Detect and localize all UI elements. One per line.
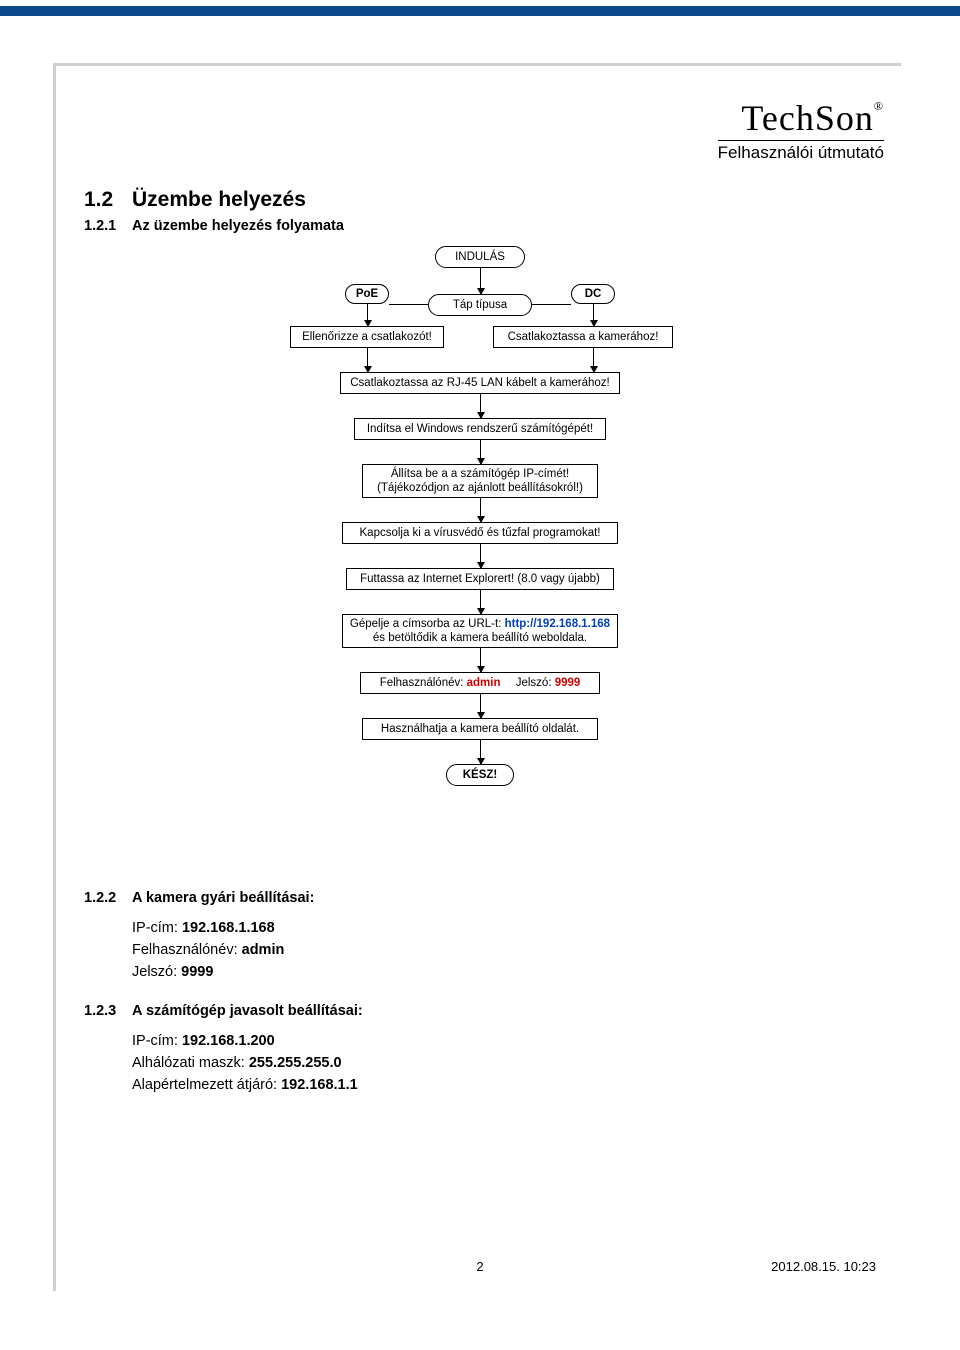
cred-user-value: admin bbox=[467, 677, 501, 689]
node-check: Ellenőrizze a csatlakozót! bbox=[290, 326, 444, 348]
subsection-3: 1.2.3A számítógép javasolt beállításai: bbox=[84, 1003, 876, 1019]
subsection-1-number: 1.2.1 bbox=[84, 218, 132, 234]
section-title: Üzembe helyezés bbox=[132, 188, 306, 211]
page-number: 2 bbox=[476, 1259, 483, 1274]
cred-pass-label: Jelszó: bbox=[516, 677, 555, 689]
subsection-2-number: 1.2.2 bbox=[84, 890, 132, 906]
rec-mask-label: Alhálózati maszk: bbox=[132, 1055, 249, 1071]
arrow-13 bbox=[480, 740, 481, 764]
node-url-text-b: és betöltődik a kamera beállító weboldal… bbox=[373, 632, 587, 644]
subsection-1: 1.2.1Az üzembe helyezés folyamata bbox=[84, 218, 876, 234]
content: 1.2Üzembe helyezés 1.2.1Az üzembe helyez… bbox=[56, 66, 904, 1097]
factory-settings: IP-cím: 192.168.1.168 Felhasználónév: ad… bbox=[132, 918, 876, 983]
section-heading: 1.2Üzembe helyezés bbox=[84, 188, 876, 212]
page-sheet: TechSon® Felhasználói útmutató 1.2Üzembe… bbox=[56, 66, 904, 1294]
logo-subtitle: Felhasználói útmutató bbox=[718, 140, 884, 163]
node-dc: DC bbox=[571, 284, 615, 304]
subsection-2-title: A kamera gyári beállításai: bbox=[132, 890, 314, 906]
arrow-4 bbox=[367, 348, 368, 372]
conn-h-right bbox=[532, 304, 571, 305]
arrow-11 bbox=[480, 648, 481, 672]
arrow-3 bbox=[593, 304, 594, 326]
node-use: Használhatja a kamera beállító oldalát. bbox=[362, 718, 598, 740]
node-attach-cam: Csatlakoztassa a kamerához! bbox=[493, 326, 673, 348]
factory-ip-value: 192.168.1.168 bbox=[182, 920, 275, 936]
rec-gw-label: Alapértelmezett átjáró: bbox=[132, 1077, 281, 1093]
rec-mask-value: 255.255.255.0 bbox=[249, 1055, 342, 1071]
logo-reg: ® bbox=[874, 99, 884, 113]
arrow-5 bbox=[593, 348, 594, 372]
arrow-10 bbox=[480, 590, 481, 614]
footer: 2 2012.08.15. 10:23 bbox=[84, 1259, 876, 1274]
node-poe: PoE bbox=[345, 284, 389, 304]
node-ie: Futtassa az Internet Explorert! (8.0 vag… bbox=[346, 568, 614, 590]
node-done: KÉSZ! bbox=[446, 764, 514, 786]
arrow-6 bbox=[480, 394, 481, 418]
logo-block: TechSon® Felhasználói útmutató bbox=[718, 100, 884, 163]
factory-user-label: Felhasználónév: bbox=[132, 942, 242, 958]
node-url: Gépelje a címsorba az URL-t: http://192.… bbox=[342, 614, 618, 648]
footer-date: 2012.08.15. 10:23 bbox=[771, 1259, 876, 1274]
subsection-3-number: 1.2.3 bbox=[84, 1003, 132, 1019]
cred-user-label: Felhasználónév: bbox=[380, 677, 467, 689]
rec-ip-value: 192.168.1.200 bbox=[182, 1033, 275, 1049]
factory-pass-label: Jelszó: bbox=[132, 964, 181, 980]
node-cred: Felhasználónév: admin Jelszó: 9999 bbox=[360, 672, 600, 694]
subsection-1-title: Az üzembe helyezés folyamata bbox=[132, 218, 344, 234]
subsection-3-title: A számítógép javasolt beállításai: bbox=[132, 1003, 363, 1019]
logo-name: TechSon bbox=[741, 98, 873, 138]
top-bar bbox=[0, 6, 960, 16]
rec-gw-value: 192.168.1.1 bbox=[281, 1077, 358, 1093]
node-decision: Táp típusa bbox=[428, 294, 532, 316]
arrow-12 bbox=[480, 694, 481, 718]
rec-ip-label: IP-cím: bbox=[132, 1033, 182, 1049]
node-start: INDULÁS bbox=[435, 246, 525, 268]
arrow-2 bbox=[367, 304, 368, 326]
factory-ip-label: IP-cím: bbox=[132, 920, 182, 936]
factory-pass-value: 9999 bbox=[181, 964, 213, 980]
arrow-7 bbox=[480, 440, 481, 464]
factory-user-value: admin bbox=[242, 942, 285, 958]
subsection-2: 1.2.2A kamera gyári beállításai: bbox=[84, 890, 876, 906]
arrow-9 bbox=[480, 544, 481, 568]
node-disablefw: Kapcsolja ki a vírusvédő és tűzfal progr… bbox=[342, 522, 618, 544]
logo-wordmark: TechSon® bbox=[718, 100, 884, 136]
section-number: 1.2 bbox=[84, 188, 132, 212]
node-rj45: Csatlakoztassa az RJ-45 LAN kábelt a kam… bbox=[340, 372, 620, 394]
node-setip: Állítsa be a a számítógép IP-címét! (Táj… bbox=[362, 464, 598, 498]
arrow-8 bbox=[480, 498, 481, 522]
node-url-text-a: Gépelje a címsorba az URL-t: bbox=[350, 618, 505, 630]
cred-pass-value: 9999 bbox=[555, 677, 581, 689]
recommended-settings: IP-cím: 192.168.1.200 Alhálózati maszk: … bbox=[132, 1031, 876, 1096]
node-url-link: http://192.168.1.168 bbox=[505, 618, 610, 630]
conn-h-left bbox=[389, 304, 428, 305]
arrow-1 bbox=[480, 268, 481, 294]
flowchart: INDULÁS PoE DC Táp típusa Ellenőrizze a … bbox=[280, 246, 680, 866]
node-winstart: Indítsa el Windows rendszerű számítógépé… bbox=[354, 418, 606, 440]
